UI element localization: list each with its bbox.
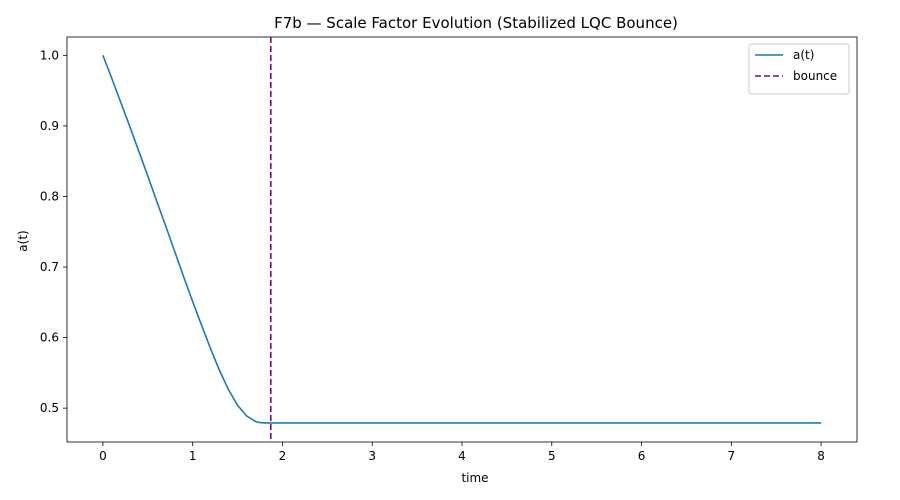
x-tick-label: 2 bbox=[279, 449, 287, 463]
legend-label: bounce bbox=[793, 69, 837, 83]
x-axis-label: time bbox=[461, 471, 488, 485]
y-tick-label: 1.0 bbox=[40, 48, 59, 62]
y-axis-label: a(t) bbox=[16, 230, 30, 251]
x-tick-label: 1 bbox=[189, 449, 197, 463]
y-tick-label: 0.6 bbox=[40, 331, 59, 345]
series-line-a-t bbox=[102, 55, 822, 424]
y-tick-label: 0.7 bbox=[40, 260, 59, 274]
legend-label: a(t) bbox=[793, 48, 814, 62]
x-tick-label: 6 bbox=[638, 449, 646, 463]
x-tick-label: 0 bbox=[99, 449, 107, 463]
chart-title: F7b — Scale Factor Evolution (Stabilized… bbox=[274, 14, 678, 32]
plot-area: 0 1 2 3 4 5 6 7 8 0.5 0.6 0.7 0.8 0.9 1.0 a(t) bounce bbox=[40, 36, 858, 463]
x-tick-label: 8 bbox=[817, 449, 825, 463]
x-tick-label: 7 bbox=[727, 449, 735, 463]
x-tick-label: 3 bbox=[368, 449, 376, 463]
legend: a(t) bounce bbox=[748, 43, 850, 95]
y-tick-label: 0.5 bbox=[40, 401, 59, 415]
legend-box bbox=[748, 43, 850, 95]
y-tick-label: 0.9 bbox=[40, 119, 59, 133]
x-tick-label: 4 bbox=[458, 449, 466, 463]
y-tick-label: 0.8 bbox=[40, 189, 59, 203]
x-tick-label: 5 bbox=[548, 449, 556, 463]
